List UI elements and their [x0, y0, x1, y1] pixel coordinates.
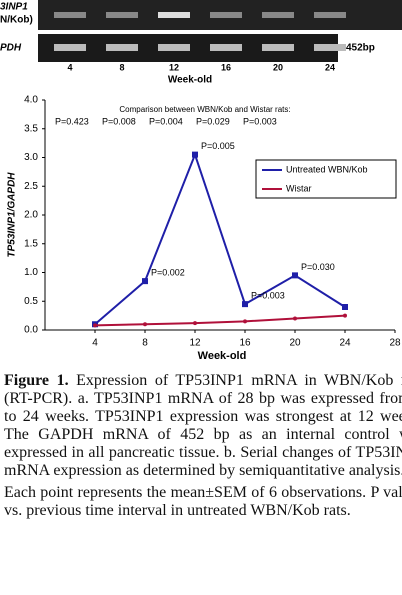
- x-tick-label: 28: [389, 338, 401, 349]
- annotation-title: Comparison between WBN/Kob and Wistar ra…: [119, 105, 290, 114]
- gel-lane-label: 4: [67, 62, 72, 72]
- y-tick-label: 2.0: [24, 210, 38, 221]
- gel-lane-label: 20: [273, 62, 283, 72]
- data-point: [243, 319, 247, 324]
- point-label: P=0.002: [151, 268, 185, 278]
- gel-band: [54, 12, 86, 18]
- gel-band: [54, 44, 86, 51]
- caption-text: Expression of TP53INP1 mRNA in WBN/Kob r…: [4, 372, 402, 479]
- x-axis-label: Week-old: [198, 350, 247, 362]
- data-point: [342, 304, 348, 310]
- data-point: [343, 313, 347, 318]
- y-tick-label: 4.0: [24, 95, 38, 106]
- x-tick-label: 16: [239, 338, 251, 349]
- data-point: [93, 323, 97, 328]
- legend-label: Untreated WBN/Kob: [286, 164, 368, 174]
- gel-lane-label: 16: [221, 62, 231, 72]
- series-line: [94, 314, 346, 327]
- annotation: P=0.004: [149, 116, 183, 126]
- y-tick-label: 2.5: [24, 181, 38, 192]
- x-tick-label: 4: [92, 338, 98, 349]
- legend-box: [255, 159, 397, 199]
- caption-label: Figure 1.: [4, 372, 69, 389]
- x-tick-label: 12: [189, 338, 201, 349]
- data-point: [192, 151, 198, 158]
- gel-lane-label: 12: [169, 62, 179, 72]
- data-point: [292, 272, 298, 279]
- x-tick-label: 8: [142, 338, 148, 349]
- point-label: P=0.003: [251, 291, 285, 301]
- annotation: P=0.003: [243, 116, 277, 126]
- gel-band: [314, 44, 346, 51]
- gel-lane-label: 24: [325, 62, 335, 72]
- y-tick-label: 1.5: [24, 238, 38, 249]
- gel-label: N/Kob): [0, 15, 33, 26]
- point-label: P=0.005: [201, 141, 235, 151]
- y-tick-label: 0.0: [24, 325, 38, 336]
- gel-band: [210, 12, 242, 18]
- x-tick-label: 20: [289, 338, 301, 349]
- data-point: [143, 322, 147, 327]
- y-tick-label: 0.5: [24, 296, 38, 307]
- legend-label: Wistar: [286, 183, 312, 193]
- gel-label: PDH: [0, 43, 22, 54]
- data-point: [193, 321, 197, 326]
- y-tick-label: 1.0: [24, 267, 38, 278]
- gel-label: 3INP1: [0, 2, 28, 13]
- y-axis-label: TP53INP1/GAPDH: [7, 172, 18, 258]
- annotation: P=0.008: [102, 116, 136, 126]
- gel-band: [106, 44, 138, 51]
- gel-axis-label: Week-old: [168, 75, 212, 86]
- series-line: [94, 151, 346, 326]
- y-tick-label: 3.0: [24, 152, 38, 163]
- gel-band: [262, 44, 294, 51]
- annotation: P=0.423: [55, 116, 89, 126]
- y-tick-label: 3.5: [24, 123, 38, 134]
- gel-lane-label: 8: [119, 62, 124, 72]
- data-point: [242, 301, 248, 308]
- caption-paragraph: Each point represents the mean±SEM of 6 …: [4, 484, 402, 519]
- figure: 3INP1 N/Kob) PDH 452bp Week-old Comparis…: [0, 0, 402, 362]
- data-point: [293, 316, 297, 321]
- caption: Figure 1. Expression of TP53INP1 mRNA in…: [4, 372, 402, 524]
- gel-band: [210, 44, 242, 51]
- gel-band: [106, 12, 138, 18]
- gel-band: [158, 44, 190, 51]
- point-label: P=0.030: [301, 262, 335, 272]
- data-point: [142, 278, 148, 285]
- annotation: P=0.029: [196, 116, 230, 126]
- gel-band: [314, 12, 346, 18]
- gel-band: [158, 12, 190, 18]
- gel-band: [262, 12, 294, 18]
- x-tick-label: 24: [339, 338, 351, 349]
- gel-size: 452bp: [346, 43, 375, 54]
- caption-paragraph: Figure 1. Expression of TP53INP1 mRNA in…: [4, 372, 402, 480]
